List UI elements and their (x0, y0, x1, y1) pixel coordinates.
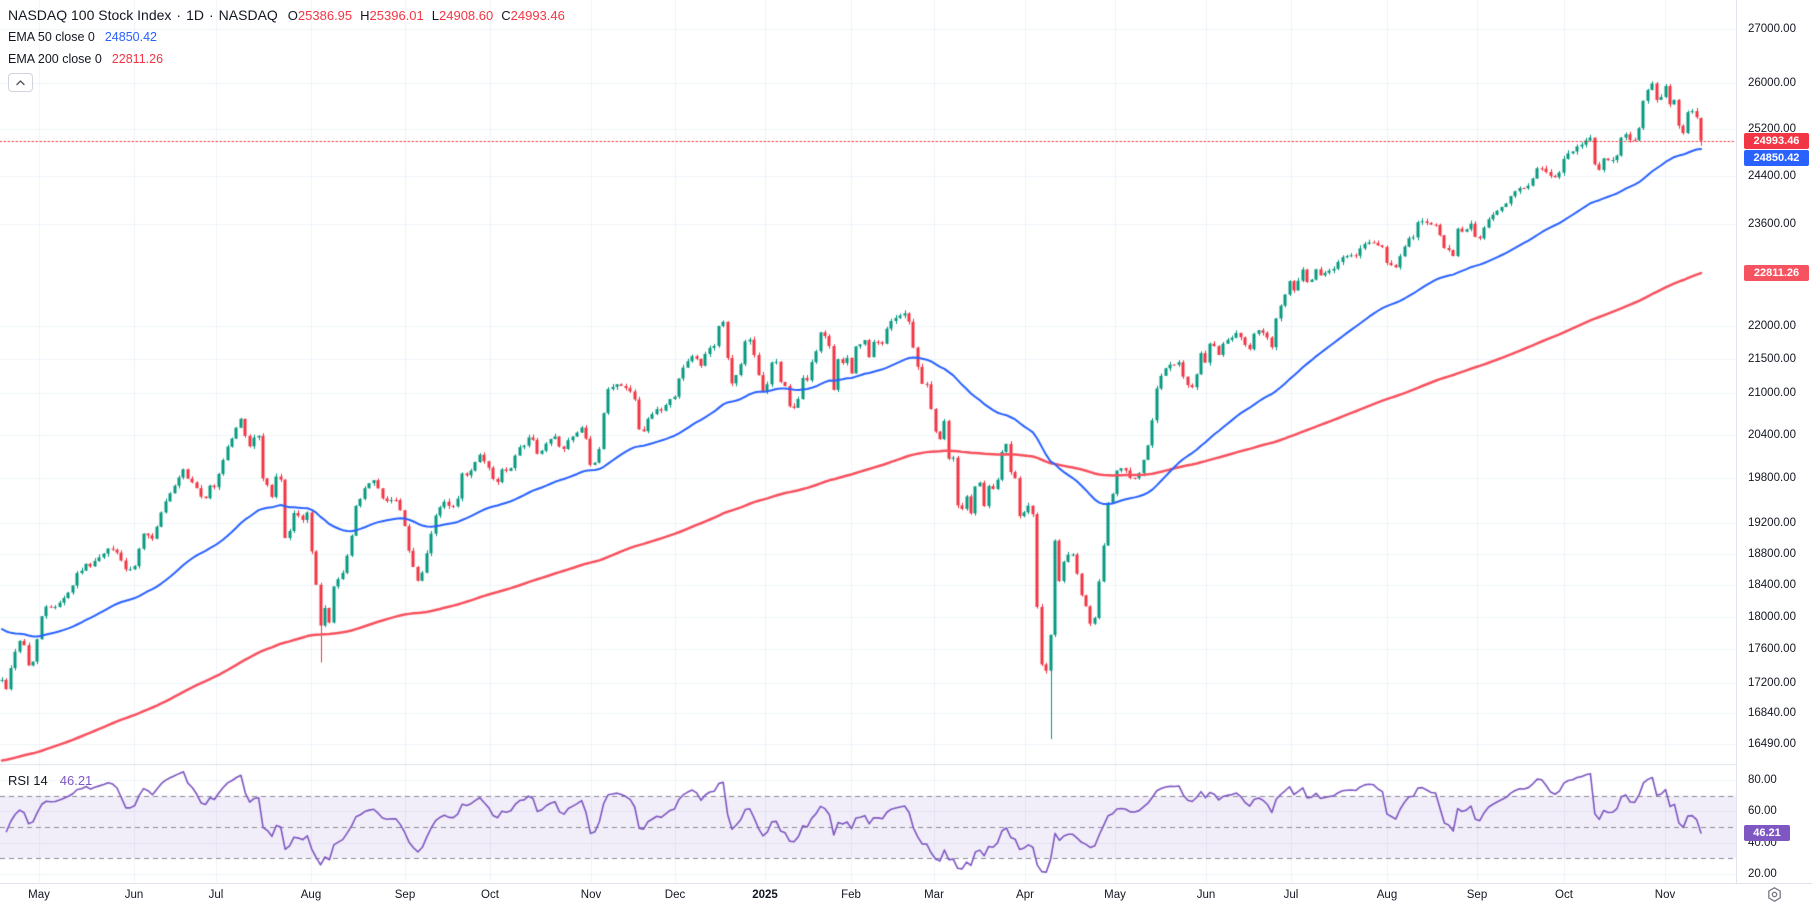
price-scale-axis[interactable]: 27000.00 26000.00 25200.00 24400.00 23600.00… (1736, 0, 1812, 883)
price-tick-label: 16490.00 (1748, 737, 1796, 750)
month-label[interactable]: Nov (580, 889, 602, 901)
open-label: O (287, 7, 298, 23)
price-tick-label: 18800.00 (1748, 547, 1796, 560)
ema200-label: EMA 200 close 0 (8, 51, 102, 66)
month-label[interactable]: Apr (1016, 889, 1034, 901)
close-value: 24993.46 (510, 7, 565, 23)
rsi-tick-label: 20.00 (1748, 868, 1777, 880)
legend-collapse-button[interactable] (8, 73, 33, 92)
price-tick-label: 18400.00 (1748, 578, 1796, 591)
separator-dot: · (176, 7, 182, 23)
month-label[interactable]: Jul (1283, 889, 1299, 901)
month-label[interactable]: Oct (1555, 889, 1573, 901)
month-label[interactable]: Mar (924, 889, 944, 901)
axis-corner (1737, 884, 1812, 909)
month-label[interactable]: Aug (300, 889, 322, 901)
month-label[interactable]: Feb (841, 889, 861, 901)
last-price-badge: 24993.46 (1744, 132, 1809, 149)
month-label[interactable]: May (28, 889, 50, 901)
rsi-tick-label: 60.00 (1748, 805, 1777, 818)
symbol-legend-row[interactable]: NASDAQ 100 Stock Index · 1D · NASDAQ O 25… (8, 5, 565, 25)
price-tick-label: 17600.00 (1748, 643, 1796, 656)
price-tick-label: 27000.00 (1748, 22, 1796, 35)
low-label: L (431, 7, 440, 23)
price-tick-label: 24400.00 (1748, 169, 1796, 182)
ohlc-values: O 25386.95 H 25396.01 L 24908.60 C 24993.46 (288, 8, 565, 23)
price-tick-label: 21000.00 (1748, 387, 1796, 400)
interval-label: 1D (186, 7, 204, 23)
ema50-label: EMA 50 close 0 (8, 29, 95, 44)
rsi-badge: 46.21 (1744, 824, 1790, 841)
price-tick-label: 23600.00 (1748, 217, 1796, 230)
price-tick-label: 20400.00 (1748, 429, 1796, 442)
price-tick-label: 21500.00 (1748, 352, 1796, 365)
month-label[interactable]: Jun (1196, 889, 1216, 901)
open-value: 25386.95 (297, 7, 353, 23)
price-tick-label: 25200.00 (1748, 122, 1796, 135)
separator-dot: · (209, 7, 214, 23)
legend: NASDAQ 100 Stock Index · 1D · NASDAQ O 25… (8, 5, 565, 92)
month-label[interactable]: Jun (124, 889, 144, 901)
exchange-label: NASDAQ (218, 7, 278, 23)
rsi-tick-label: 80.00 (1748, 774, 1777, 786)
rsi-value: 46.21 (59, 773, 93, 788)
symbol-title: NASDAQ 100 Stock Index (8, 7, 172, 23)
price-tick-label: 26000.00 (1748, 77, 1796, 90)
ema50-legend-row[interactable]: EMA 50 close 0 24850.42 (8, 26, 565, 47)
price-tick-label: 17200.00 (1748, 676, 1796, 689)
month-label[interactable]: Nov (1654, 889, 1676, 901)
ema200-value: 22811.26 (111, 51, 164, 66)
month-label[interactable]: Sep (394, 889, 416, 901)
month-label[interactable]: Sep (1466, 889, 1488, 901)
high-label: H (360, 7, 370, 23)
ema50-badge: 24850.42 (1744, 149, 1809, 166)
price-tick-label: 19800.00 (1748, 472, 1796, 485)
ema200-legend-row[interactable]: EMA 200 close 0 22811.26 (8, 48, 565, 69)
price-tick-label: 19200.00 (1748, 517, 1796, 530)
close-label: C (501, 7, 511, 23)
month-label[interactable]: May (1104, 889, 1126, 901)
month-label[interactable]: Dec (664, 889, 686, 901)
high-value: 25396.01 (369, 7, 424, 23)
price-tick-label: 16840.00 (1748, 707, 1796, 720)
month-label[interactable]: Oct (481, 889, 499, 901)
price-tick-label: 18000.00 (1748, 610, 1796, 623)
month-label[interactable]: Aug (1376, 889, 1398, 901)
time-scale-axis[interactable]: May Jun Jul Aug Sep Oct Nov Dec 2025 Feb Mar Apr May… (0, 883, 1812, 909)
low-value: 24908.60 (439, 7, 494, 23)
year-label[interactable]: 2025 (752, 889, 778, 901)
month-label[interactable]: Jul (208, 889, 224, 901)
price-tick-label: 22000.00 (1748, 319, 1796, 332)
ema200-badge: 22811.26 (1744, 265, 1809, 282)
scale-settings-icon[interactable] (1766, 886, 1783, 908)
rsi-label: RSI 14 (8, 773, 48, 788)
chevron-up-icon (16, 79, 25, 86)
rsi-legend-row[interactable]: RSI 14 46.21 (8, 773, 92, 788)
ema50-value: 24850.42 (104, 29, 157, 44)
